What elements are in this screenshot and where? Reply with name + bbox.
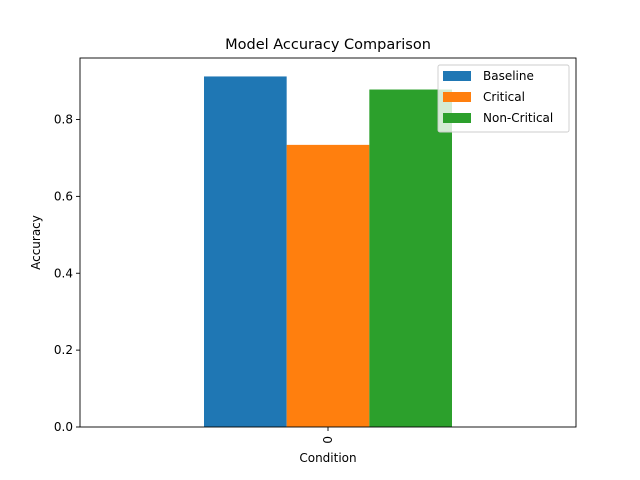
bar-baseline-0 (204, 76, 287, 427)
y-tick-label: 0.0 (54, 420, 73, 434)
legend-swatch (443, 113, 471, 123)
legend-label: Critical (483, 90, 525, 104)
x-axis-ticks: 0 (321, 427, 335, 444)
y-tick-label: 0.4 (54, 266, 73, 280)
x-axis-label: Condition (299, 451, 356, 465)
legend-label: Non-Critical (483, 111, 553, 125)
x-tick-label: 0 (321, 436, 335, 444)
legend-label: Baseline (483, 69, 534, 83)
bar-critical-0 (286, 144, 370, 427)
legend-swatch (443, 71, 471, 81)
legend: Baseline Critical Non-Critical (437, 64, 570, 133)
y-tick-label: 0.6 (54, 189, 73, 203)
y-tick-label: 0.2 (54, 343, 73, 357)
legend-swatch (443, 92, 471, 102)
y-axis-label: Accuracy (29, 215, 43, 270)
y-axis-ticks: 0.0 0.2 0.4 0.6 0.8 (54, 113, 80, 434)
y-tick-label: 0.8 (54, 113, 73, 127)
chart-title: Model Accuracy Comparison (225, 37, 431, 53)
plot-area-frame (79, 57, 577, 428)
bar-non-critical-0 (369, 89, 452, 428)
bars-group (204, 76, 452, 428)
